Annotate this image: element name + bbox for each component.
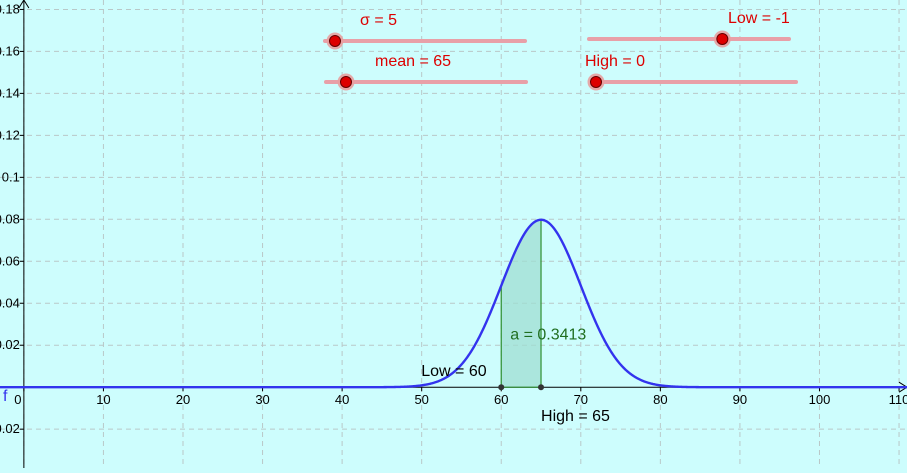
high-point-label: High = 65 — [541, 408, 610, 425]
y-tick-label: 0.16 — [0, 43, 20, 58]
x-tick-label: 40 — [335, 392, 349, 407]
x-tick-label: 70 — [574, 392, 588, 407]
area-label: a = 0.3413 — [510, 326, 586, 343]
slider-label: σ = 5 — [360, 12, 397, 29]
slider-knob[interactable] — [716, 33, 729, 45]
y-tick-label: 0.14 — [0, 85, 20, 100]
y-tick-label: 0.08 — [0, 211, 20, 226]
x-tick-label: 50 — [414, 392, 428, 407]
slider-knob[interactable] — [340, 76, 352, 88]
x-tick-label: 80 — [653, 392, 667, 407]
shaded-area — [500, 219, 542, 388]
x-tick-label: 60 — [494, 392, 508, 407]
tick-labels: 0 10 20 30 40 50 60 70 80 90 100 110 −0.02 0.02 0.04 0.… — [0, 1, 907, 436]
sliders: σ = 5 mean = 65 Low = -1 High = 0 — [323, 10, 798, 91]
normal-curve[interactable] — [0, 218, 907, 389]
x-tick-label: 90 — [733, 392, 747, 407]
y-tick-label: 0.1 — [2, 169, 20, 184]
slider-mean[interactable]: mean = 65 — [324, 53, 528, 91]
slider-label: High = 0 — [585, 53, 645, 70]
x-tick-label: 30 — [255, 392, 269, 407]
slider-knob[interactable] — [590, 76, 602, 88]
x-tick-label: 20 — [176, 392, 190, 407]
x-tick-label: 10 — [96, 392, 110, 407]
slider-label: Low = -1 — [728, 10, 790, 27]
x-tick-label: 110 — [889, 392, 907, 407]
curve-f[interactable] — [0, 218, 907, 389]
y-tick-label: 0.04 — [0, 295, 20, 310]
low-point — [498, 384, 505, 391]
low-point-label: Low = 60 — [421, 363, 486, 380]
x-tick-label: 100 — [809, 392, 831, 407]
slider-high[interactable]: High = 0 — [585, 53, 798, 91]
slider-low[interactable]: Low = -1 — [587, 10, 791, 48]
x-tick-label: 0 — [14, 392, 21, 407]
y-axis-arrow — [18, 0, 30, 9]
y-tick-label: 0.06 — [0, 253, 20, 268]
y-tick-label: −0.02 — [0, 421, 20, 436]
x-axis-arrow — [898, 381, 907, 393]
high-point — [538, 384, 545, 391]
slider-label: mean = 65 — [375, 53, 451, 70]
y-tick-label: 0.18 — [0, 1, 20, 16]
area-under-curve — [500, 219, 542, 388]
plot-labels: f a = 0.3413 Low = 60 High = 65 — [3, 326, 610, 425]
y-tick-label: 0.12 — [0, 127, 20, 142]
slider-knob[interactable] — [329, 35, 341, 47]
y-tick-label: 0.02 — [0, 337, 20, 352]
slider-sigma[interactable]: σ = 5 — [323, 12, 527, 50]
function-label: f — [3, 388, 8, 405]
